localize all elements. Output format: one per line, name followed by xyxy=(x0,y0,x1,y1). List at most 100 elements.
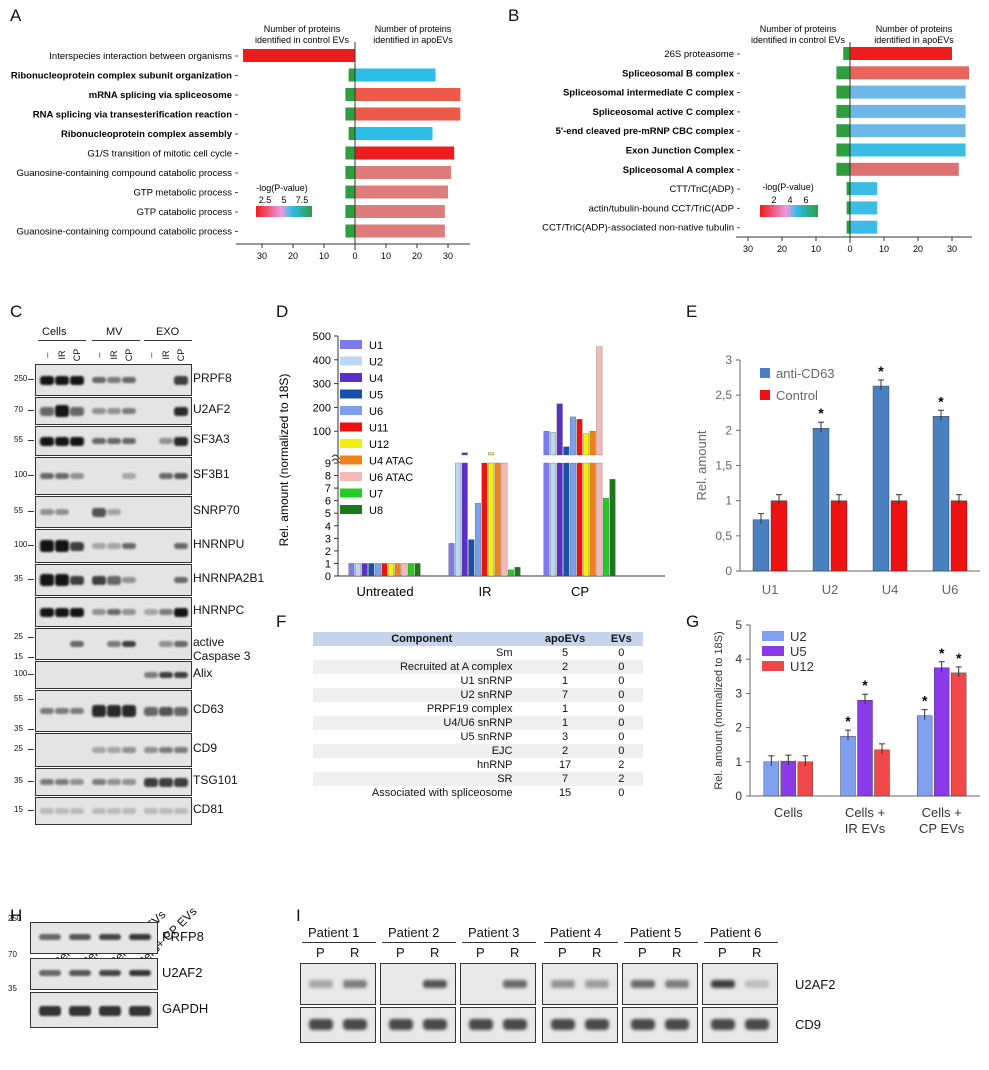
i-blot-u2af2 xyxy=(300,963,376,1005)
g-chart-star: * xyxy=(956,650,962,666)
c-group-cells: Cells xyxy=(42,326,67,338)
f-cell: 2 xyxy=(618,759,625,771)
f-cell: 0 xyxy=(618,703,625,715)
i-blot-cd9 xyxy=(300,1007,376,1043)
enrich-bar-apo xyxy=(850,104,966,118)
enrich-row-label: Ribonucleoprotein complex assembly xyxy=(61,129,233,140)
enrich-bar-apo xyxy=(355,185,448,199)
d-bar xyxy=(361,563,368,577)
d-bar xyxy=(394,563,401,577)
axis-tick-label: 10 xyxy=(381,251,391,261)
g-chart-bar xyxy=(780,760,797,797)
f-cell: 0 xyxy=(618,675,625,687)
i-lane-label: P xyxy=(396,945,405,960)
enrich-bar-control xyxy=(836,162,850,176)
d-bar xyxy=(550,462,557,577)
d-bar xyxy=(589,462,596,577)
f-cell: 0 xyxy=(599,688,643,702)
g-chart-bar xyxy=(874,749,890,797)
d-bar xyxy=(381,563,388,577)
d-ytick: 300 xyxy=(313,379,331,391)
e-chart-ytick: 1,5 xyxy=(715,459,732,473)
e-chart-star: * xyxy=(818,405,824,421)
enrich-bar-control xyxy=(843,47,850,60)
e-chart-bar xyxy=(890,500,908,572)
c-blot-label: CD9 xyxy=(193,741,218,755)
f-cell: 2 xyxy=(599,772,643,786)
d-legend-swatch xyxy=(340,373,362,382)
d-ytick: 5 xyxy=(325,508,331,520)
d-bar xyxy=(609,479,616,577)
d-legend-swatch xyxy=(340,488,362,498)
d-bar xyxy=(488,462,495,577)
i-patient-label: Patient 1 xyxy=(308,925,360,940)
i-blot-u2af2 xyxy=(380,963,456,1005)
d-ytick: 0 xyxy=(325,571,331,583)
d-bar xyxy=(407,563,414,577)
g-chart-bar xyxy=(916,715,933,797)
g-chart-star: * xyxy=(845,713,851,729)
c-group-exo: EXO xyxy=(156,326,180,338)
i-blot-cd9 xyxy=(702,1007,778,1043)
e-chart-ytick: 1 xyxy=(725,494,732,508)
d-ylabel: Rel. amount (normalized to 18S) xyxy=(277,374,291,547)
c-blot-label: HNRNPU xyxy=(193,537,245,551)
d-legend-swatch xyxy=(340,356,362,366)
d-bar xyxy=(556,462,563,577)
g-chart-ytick: 0 xyxy=(735,789,742,803)
enrich-bar-apo xyxy=(355,205,445,218)
b-header-right-2: identified in apoEVs xyxy=(874,35,954,45)
f-cell: EJC xyxy=(313,744,531,758)
c-lane-label: IR xyxy=(109,350,119,360)
d-category: Untreated xyxy=(356,584,413,599)
c-blot-label: HNRNPC xyxy=(193,603,245,617)
enrich-bar-apo xyxy=(355,88,461,101)
panel-label-f: F xyxy=(276,612,287,631)
d-category: IR xyxy=(479,584,492,599)
axis-tick-label: 10 xyxy=(319,251,329,261)
f-cell: 0 xyxy=(618,731,625,743)
d-bar xyxy=(514,567,521,577)
f-table-row: Associated with spliceosome 15 0 xyxy=(313,786,643,800)
c-lane-label: CP xyxy=(72,348,82,362)
enrich-bar-control xyxy=(345,205,355,218)
g-chart-category: CP EVs xyxy=(919,821,965,836)
h-blot-label: PRFP8 xyxy=(162,929,204,944)
g-chart-bar xyxy=(933,667,950,797)
b-legend-title: -log(P-value) xyxy=(762,182,814,192)
d-bar xyxy=(461,462,468,577)
e-chart-bar xyxy=(950,500,968,572)
a-legend-tick: 7.5 xyxy=(296,195,309,205)
enrich-bar-control xyxy=(345,166,355,179)
d-ytick: 2 xyxy=(325,546,331,558)
f-table-row: U4/U6 snRNP 1 0 xyxy=(313,716,643,730)
d-legend-label: U2 xyxy=(369,357,383,369)
f-table-row: PRPF19 complex 1 0 xyxy=(313,702,643,716)
i-blot-u2af2 xyxy=(460,963,536,1005)
axis-tick-label: 30 xyxy=(257,251,267,261)
f-cell: 7 xyxy=(530,688,600,702)
h-mw-marker: 70 xyxy=(8,950,17,959)
g-chart-category: IR EVs xyxy=(845,821,886,836)
g-chart-bar xyxy=(797,761,814,797)
e-chart-category: U6 xyxy=(942,582,959,597)
enrich-bar-apo xyxy=(850,85,966,99)
i-blot-u2af2 xyxy=(622,963,698,1005)
g-chart-legend-label: U5 xyxy=(790,644,807,659)
a-legend-tick: 5 xyxy=(281,195,286,205)
i-blot-cd9 xyxy=(622,1007,698,1043)
i-blot-cd9 xyxy=(460,1007,536,1043)
panel-label-d: D xyxy=(276,302,289,321)
enrich-row-label: Spliceosomal intermediate C complex xyxy=(563,88,735,99)
h-blot-label: U2AF2 xyxy=(162,965,203,980)
d-legend-swatch xyxy=(340,406,362,415)
d-ytick: 200 xyxy=(313,402,331,414)
d-bar xyxy=(488,452,495,456)
d-legend-label: U5 xyxy=(369,390,383,402)
g-chart-category: Cells + xyxy=(922,805,962,820)
b-legend-tick: 4 xyxy=(787,195,792,205)
d-bar xyxy=(507,569,514,577)
panel-g-chart: 0 1 2 3 4 5 Rel. amount (normalized to 18S) Cel… xyxy=(713,618,980,836)
e-chart-ytick: 0,5 xyxy=(715,529,732,543)
